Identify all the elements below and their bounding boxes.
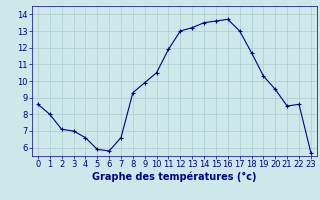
X-axis label: Graphe des températures (°c): Graphe des températures (°c)	[92, 172, 257, 182]
